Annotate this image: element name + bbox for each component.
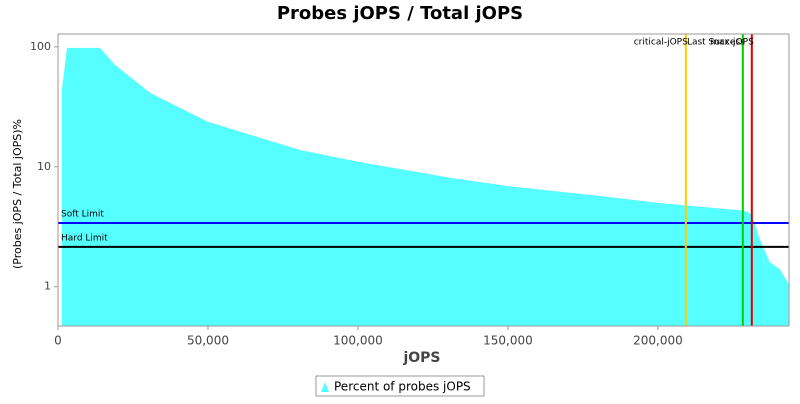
reference-label: Last Success bbox=[687, 38, 745, 48]
y-tick-label: 1 bbox=[44, 280, 51, 293]
y-tick-label: 10 bbox=[37, 160, 51, 173]
reference-label: max-jOPS bbox=[710, 38, 754, 48]
reference-label: critical-jOPS bbox=[634, 38, 688, 48]
plot-border bbox=[57, 33, 790, 327]
limit-label: Hard Limit bbox=[61, 233, 108, 243]
legend-box bbox=[315, 375, 485, 397]
x-tick-label: 150,000 bbox=[483, 334, 533, 348]
legend-swatch bbox=[321, 382, 329, 392]
x-axis-label: jOPS bbox=[402, 350, 440, 366]
x-tick-label: 100,000 bbox=[333, 334, 383, 348]
y-axis-label: (Probes jOPS / Total jOPS)% bbox=[11, 119, 24, 269]
chart-title: Probes jOPS / Total jOPS bbox=[277, 3, 523, 24]
area bbox=[61, 47, 789, 327]
x-tick-label: 200,000 bbox=[633, 334, 683, 348]
x-tick-label: 0 bbox=[54, 334, 62, 348]
limit-label: Soft Limit bbox=[61, 209, 104, 219]
x-tick-label: 50,000 bbox=[187, 334, 229, 348]
y-tick-label: 100 bbox=[30, 40, 51, 53]
legend-label: Percent of probes jOPS bbox=[334, 380, 471, 394]
